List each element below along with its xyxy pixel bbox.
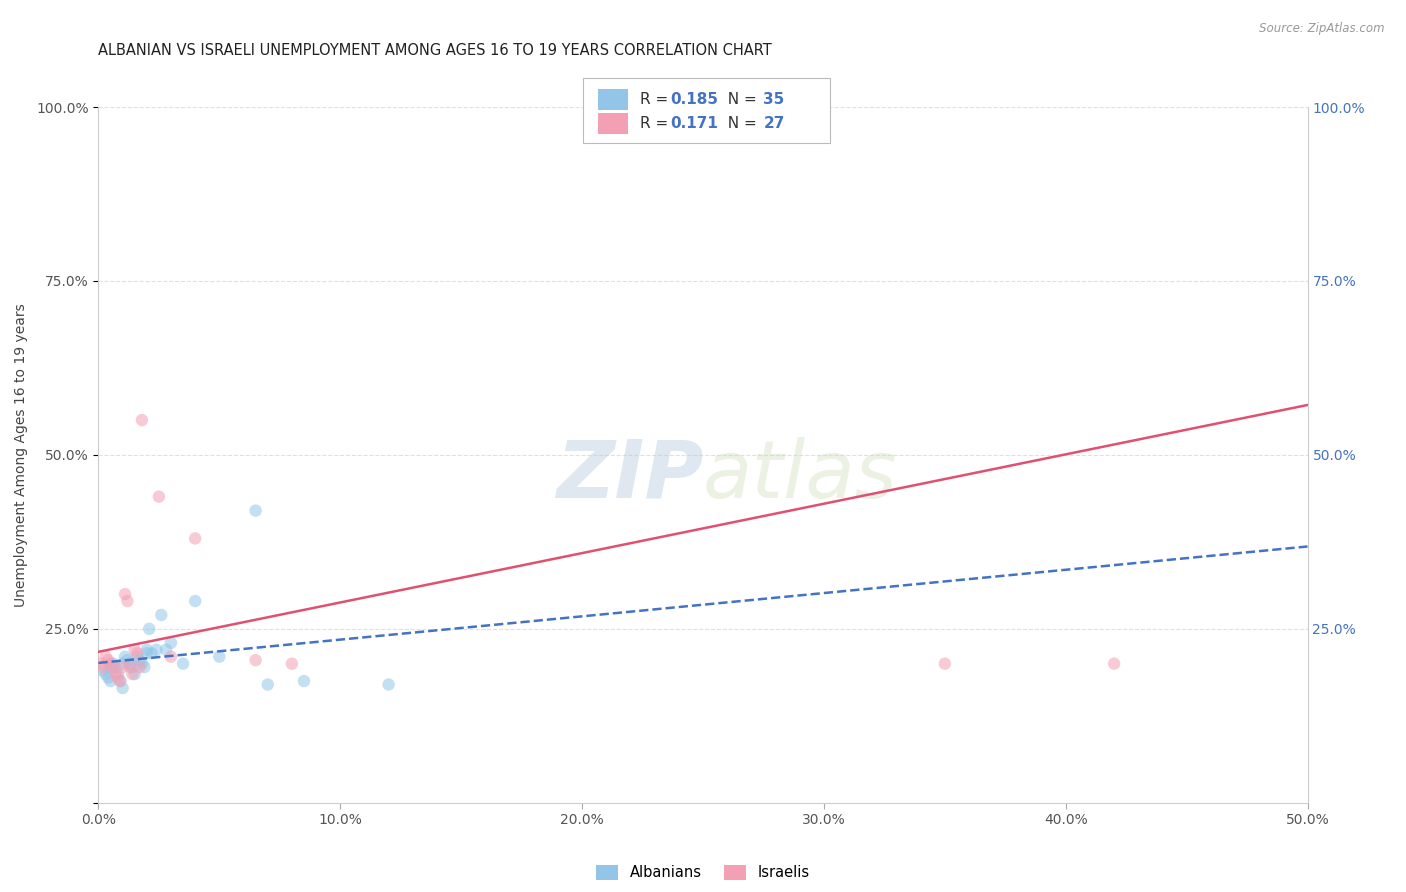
Point: [100, 657, 122, 671]
Point: [100, 660, 122, 674]
Point: [128, 653, 150, 667]
Point: [172, 657, 194, 671]
Point: [121, 667, 143, 681]
Text: R =: R =: [640, 116, 673, 131]
Point: [124, 667, 146, 681]
Point: [114, 649, 136, 664]
Point: [104, 660, 127, 674]
Point: [90, 657, 112, 671]
Text: N =: N =: [718, 116, 762, 131]
Point: [377, 677, 399, 691]
Point: [108, 674, 131, 689]
Point: [245, 503, 267, 517]
Point: [141, 646, 163, 660]
Text: 0.185: 0.185: [671, 92, 718, 107]
Text: 27: 27: [763, 116, 785, 131]
Legend: Albanians, Israelis: Albanians, Israelis: [591, 859, 815, 886]
Text: ALBANIAN VS ISRAELI UNEMPLOYMENT AMONG AGES 16 TO 19 YEARS CORRELATION CHART: ALBANIAN VS ISRAELI UNEMPLOYMENT AMONG A…: [98, 43, 772, 58]
Text: Source: ZipAtlas.com: Source: ZipAtlas.com: [1260, 22, 1385, 36]
Point: [91, 664, 114, 678]
Point: [97, 653, 120, 667]
Point: [107, 671, 129, 685]
Point: [101, 660, 124, 674]
Point: [160, 636, 183, 650]
Point: [107, 667, 129, 681]
Point: [127, 646, 149, 660]
Point: [256, 677, 278, 691]
Point: [94, 667, 117, 681]
Point: [124, 642, 146, 657]
Y-axis label: Unemployment Among Ages 16 to 19 years: Unemployment Among Ages 16 to 19 years: [14, 303, 28, 607]
Text: 0.171: 0.171: [671, 116, 718, 131]
Point: [117, 594, 139, 608]
Point: [111, 681, 134, 695]
Text: N =: N =: [718, 92, 762, 107]
Point: [104, 667, 127, 681]
Point: [134, 660, 156, 674]
Point: [934, 657, 956, 671]
Point: [131, 413, 153, 427]
Point: [184, 532, 207, 546]
Point: [281, 657, 304, 671]
Point: [1102, 657, 1125, 671]
Point: [150, 607, 173, 622]
Point: [127, 649, 149, 664]
Point: [292, 674, 315, 689]
Point: [131, 657, 153, 671]
Point: [135, 642, 157, 657]
Point: [138, 622, 160, 636]
Point: [184, 594, 207, 608]
Text: atlas: atlas: [703, 437, 898, 515]
Point: [114, 587, 136, 601]
Text: R =: R =: [640, 92, 673, 107]
Point: [91, 660, 114, 674]
Point: [148, 490, 170, 504]
Point: [97, 671, 120, 685]
Point: [101, 657, 124, 671]
Point: [108, 674, 131, 689]
Point: [111, 657, 134, 671]
Point: [145, 642, 167, 657]
Point: [121, 660, 143, 674]
Point: [118, 657, 141, 671]
Text: ZIP: ZIP: [555, 437, 703, 515]
Point: [94, 649, 117, 664]
Point: [135, 646, 157, 660]
Point: [245, 653, 267, 667]
Point: [208, 649, 231, 664]
Point: [111, 660, 134, 674]
Point: [118, 660, 141, 674]
Point: [160, 649, 183, 664]
Text: 35: 35: [763, 92, 785, 107]
Point: [128, 660, 150, 674]
Point: [100, 674, 122, 689]
Point: [155, 642, 177, 657]
Point: [117, 653, 139, 667]
